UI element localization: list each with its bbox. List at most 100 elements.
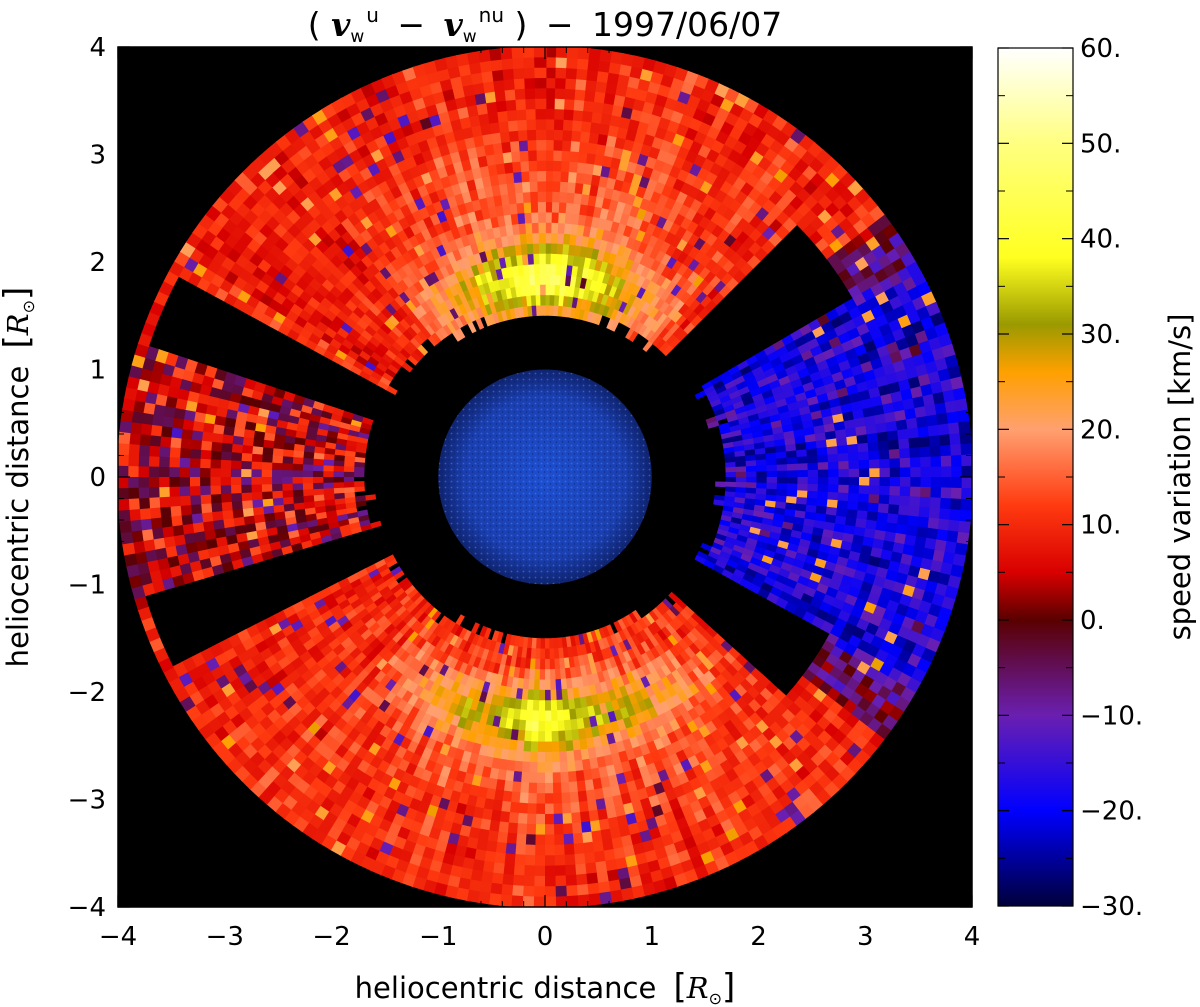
map-cell: [556, 253, 564, 265]
map-cell: [594, 312, 603, 326]
map-cell: [635, 88, 650, 102]
map-cell: [291, 476, 303, 484]
map-cell: [551, 761, 561, 774]
map-cell: [545, 294, 551, 306]
map-cell: [645, 279, 658, 293]
map-cell: [188, 484, 201, 496]
map-cell: [544, 700, 552, 712]
map-cell: [859, 468, 871, 479]
map-cell: [671, 271, 684, 285]
map-cell: [735, 466, 748, 473]
map-cell: [681, 278, 694, 293]
map-cell: [810, 215, 826, 232]
map-cell: [566, 264, 574, 277]
map-cell: [724, 379, 738, 391]
map-cell: [639, 253, 651, 267]
map-cell: [848, 392, 862, 405]
map-cell: [545, 76, 557, 89]
map-cell: [544, 658, 550, 671]
map-cell: [291, 482, 304, 491]
map-cell: [721, 399, 735, 409]
map-cell: [322, 476, 334, 483]
map-cell: [137, 464, 149, 477]
map-cell: [342, 481, 355, 488]
map-cell: [544, 762, 553, 774]
map-cell: [652, 60, 668, 75]
map-cell: [565, 77, 578, 90]
map-cell: [662, 344, 674, 357]
map-cell: [650, 270, 663, 284]
map-cell: [552, 180, 562, 193]
map-cell: [653, 237, 666, 251]
map-cell: [820, 407, 834, 419]
map-cell: [827, 461, 840, 471]
map-cell: [828, 469, 840, 478]
map-cell: [551, 232, 559, 244]
map-cell: [572, 202, 582, 215]
map-cell: [545, 56, 558, 68]
map-cell: [950, 455, 963, 468]
map-cell: [651, 224, 664, 239]
map-cell: [868, 459, 881, 470]
map-cell: [571, 129, 583, 142]
map-cell: [655, 261, 668, 276]
map-cell: [576, 161, 588, 174]
map-cell: [941, 343, 956, 360]
map-cell: [639, 312, 651, 325]
map-cell: [585, 79, 599, 92]
map-cell: [588, 131, 601, 145]
map-cell: [629, 65, 644, 80]
map-cell: [920, 456, 932, 469]
map-cell: [950, 444, 963, 457]
map-cell: [710, 375, 724, 386]
map-cell: [550, 273, 557, 285]
map-cell: [582, 110, 595, 123]
map-cell: [574, 181, 585, 195]
map-cell: [575, 78, 588, 91]
map-cell: [708, 393, 721, 404]
map-cell: [631, 307, 642, 320]
map-cell: [850, 400, 864, 413]
map-cell: [858, 389, 872, 402]
map-cell: [571, 212, 581, 225]
map-cell: [578, 213, 588, 226]
map-cell: [545, 149, 555, 161]
map-cell: [666, 268, 679, 282]
map-cell: [848, 468, 861, 479]
map-cell: [569, 233, 578, 246]
map-cell: [553, 149, 564, 162]
map-cell: [621, 105, 635, 120]
map-cell: [658, 326, 671, 340]
map-cell: [899, 457, 912, 469]
map-cell: [728, 390, 742, 401]
map-cell: [575, 171, 586, 184]
map-cell: [118, 486, 129, 500]
map-cell: [544, 669, 551, 681]
map-cell: [947, 365, 962, 381]
speed-variation-map: [118, 47, 972, 907]
map-cell: [920, 466, 932, 479]
map-cell: [937, 368, 952, 383]
map-cell: [564, 212, 574, 225]
map-cell: [670, 283, 683, 297]
map-cell: [742, 370, 756, 382]
map-cell: [664, 292, 677, 306]
map-cell: [650, 282, 663, 296]
map-cell: [664, 231, 677, 245]
map-cell: [869, 477, 881, 487]
map-cell: [568, 160, 579, 173]
map-cell: [817, 462, 830, 471]
map-cell: [690, 314, 704, 327]
map-cell: [627, 293, 638, 306]
map-cell: [929, 445, 942, 458]
map-cell: [599, 122, 612, 136]
map-cell: [545, 201, 554, 213]
map-cell: [723, 404, 736, 414]
map-cell: [592, 100, 606, 114]
map-cell: [890, 390, 904, 404]
map-cell: [895, 369, 910, 383]
map-cell: [599, 281, 609, 295]
map-cell: [888, 381, 902, 395]
map-cell: [579, 203, 589, 216]
map-cell: [554, 885, 567, 898]
